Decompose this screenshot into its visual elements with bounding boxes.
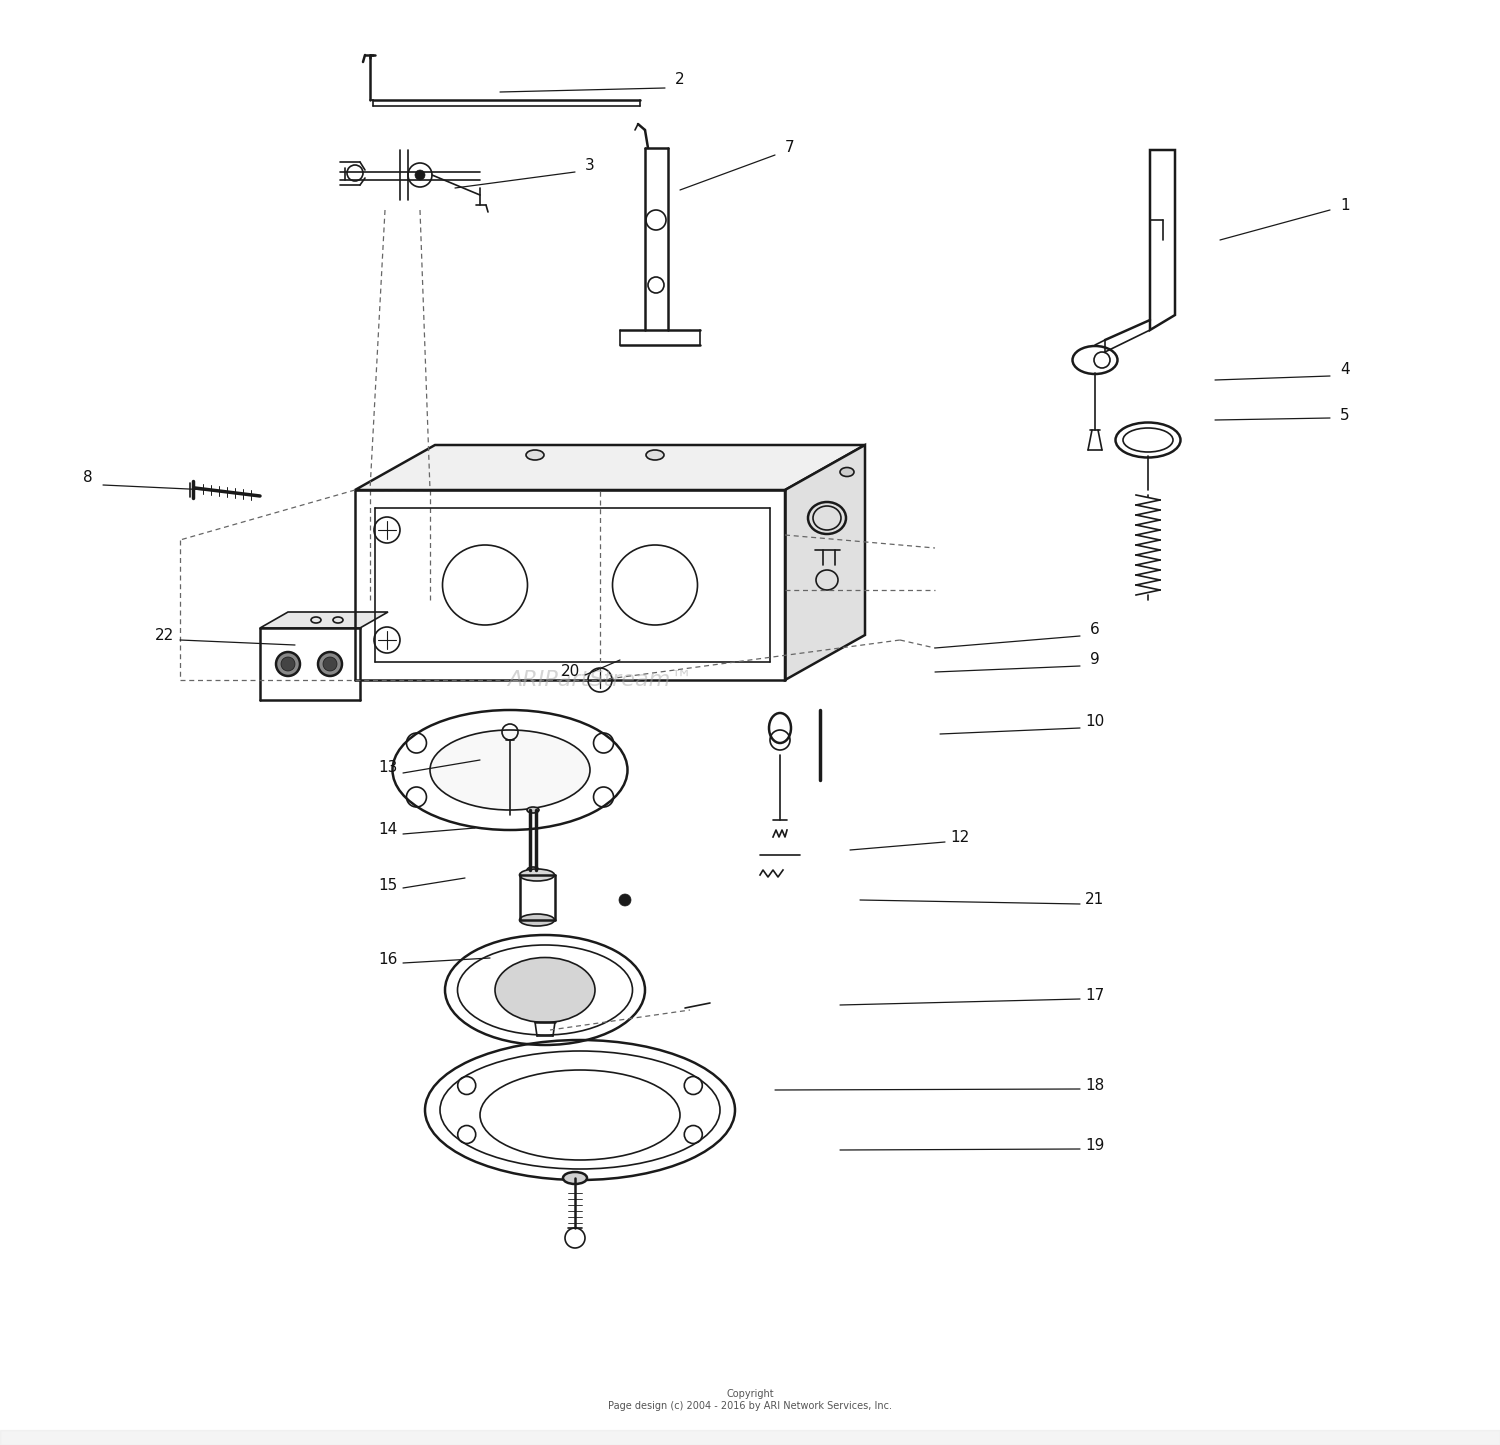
Circle shape xyxy=(416,171,424,181)
Ellipse shape xyxy=(495,958,596,1023)
Polygon shape xyxy=(784,445,865,681)
Text: 4: 4 xyxy=(1340,363,1350,377)
Ellipse shape xyxy=(519,868,555,881)
Text: 10: 10 xyxy=(1086,714,1104,730)
Text: 14: 14 xyxy=(378,822,398,838)
Text: 1: 1 xyxy=(1340,198,1350,212)
Text: 16: 16 xyxy=(378,952,398,968)
Text: Copyright
Page design (c) 2004 - 2016 by ARI Network Services, Inc.: Copyright Page design (c) 2004 - 2016 by… xyxy=(608,1389,892,1410)
Ellipse shape xyxy=(280,657,296,670)
Text: 9: 9 xyxy=(1090,653,1100,668)
Text: 17: 17 xyxy=(1086,987,1104,1003)
Text: 13: 13 xyxy=(378,760,398,776)
Text: 22: 22 xyxy=(156,627,174,643)
Text: 15: 15 xyxy=(378,877,398,893)
Ellipse shape xyxy=(519,915,555,926)
Ellipse shape xyxy=(840,468,854,477)
Ellipse shape xyxy=(526,867,538,873)
Ellipse shape xyxy=(430,730,590,811)
Text: 3: 3 xyxy=(585,158,596,172)
Ellipse shape xyxy=(276,652,300,676)
Text: 21: 21 xyxy=(1086,893,1104,907)
Text: ARIPartStream™: ARIPartStream™ xyxy=(507,670,693,691)
Text: 20: 20 xyxy=(561,665,579,679)
Text: 19: 19 xyxy=(1086,1137,1104,1153)
Ellipse shape xyxy=(322,657,338,670)
Ellipse shape xyxy=(318,652,342,676)
Ellipse shape xyxy=(526,806,538,814)
Ellipse shape xyxy=(526,449,544,460)
Circle shape xyxy=(620,894,632,906)
Text: 7: 7 xyxy=(784,140,795,156)
Ellipse shape xyxy=(646,449,664,460)
Text: 8: 8 xyxy=(82,471,93,486)
Polygon shape xyxy=(356,445,866,490)
Text: 12: 12 xyxy=(951,831,969,845)
Text: 2: 2 xyxy=(675,72,686,88)
Ellipse shape xyxy=(562,1172,586,1183)
Text: 6: 6 xyxy=(1090,623,1100,637)
Polygon shape xyxy=(260,613,388,629)
Text: 18: 18 xyxy=(1086,1078,1104,1092)
Text: 5: 5 xyxy=(1340,407,1350,422)
